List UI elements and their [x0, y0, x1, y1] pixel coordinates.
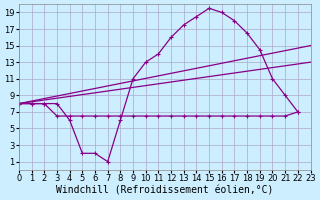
X-axis label: Windchill (Refroidissement éolien,°C): Windchill (Refroidissement éolien,°C) — [56, 186, 273, 196]
